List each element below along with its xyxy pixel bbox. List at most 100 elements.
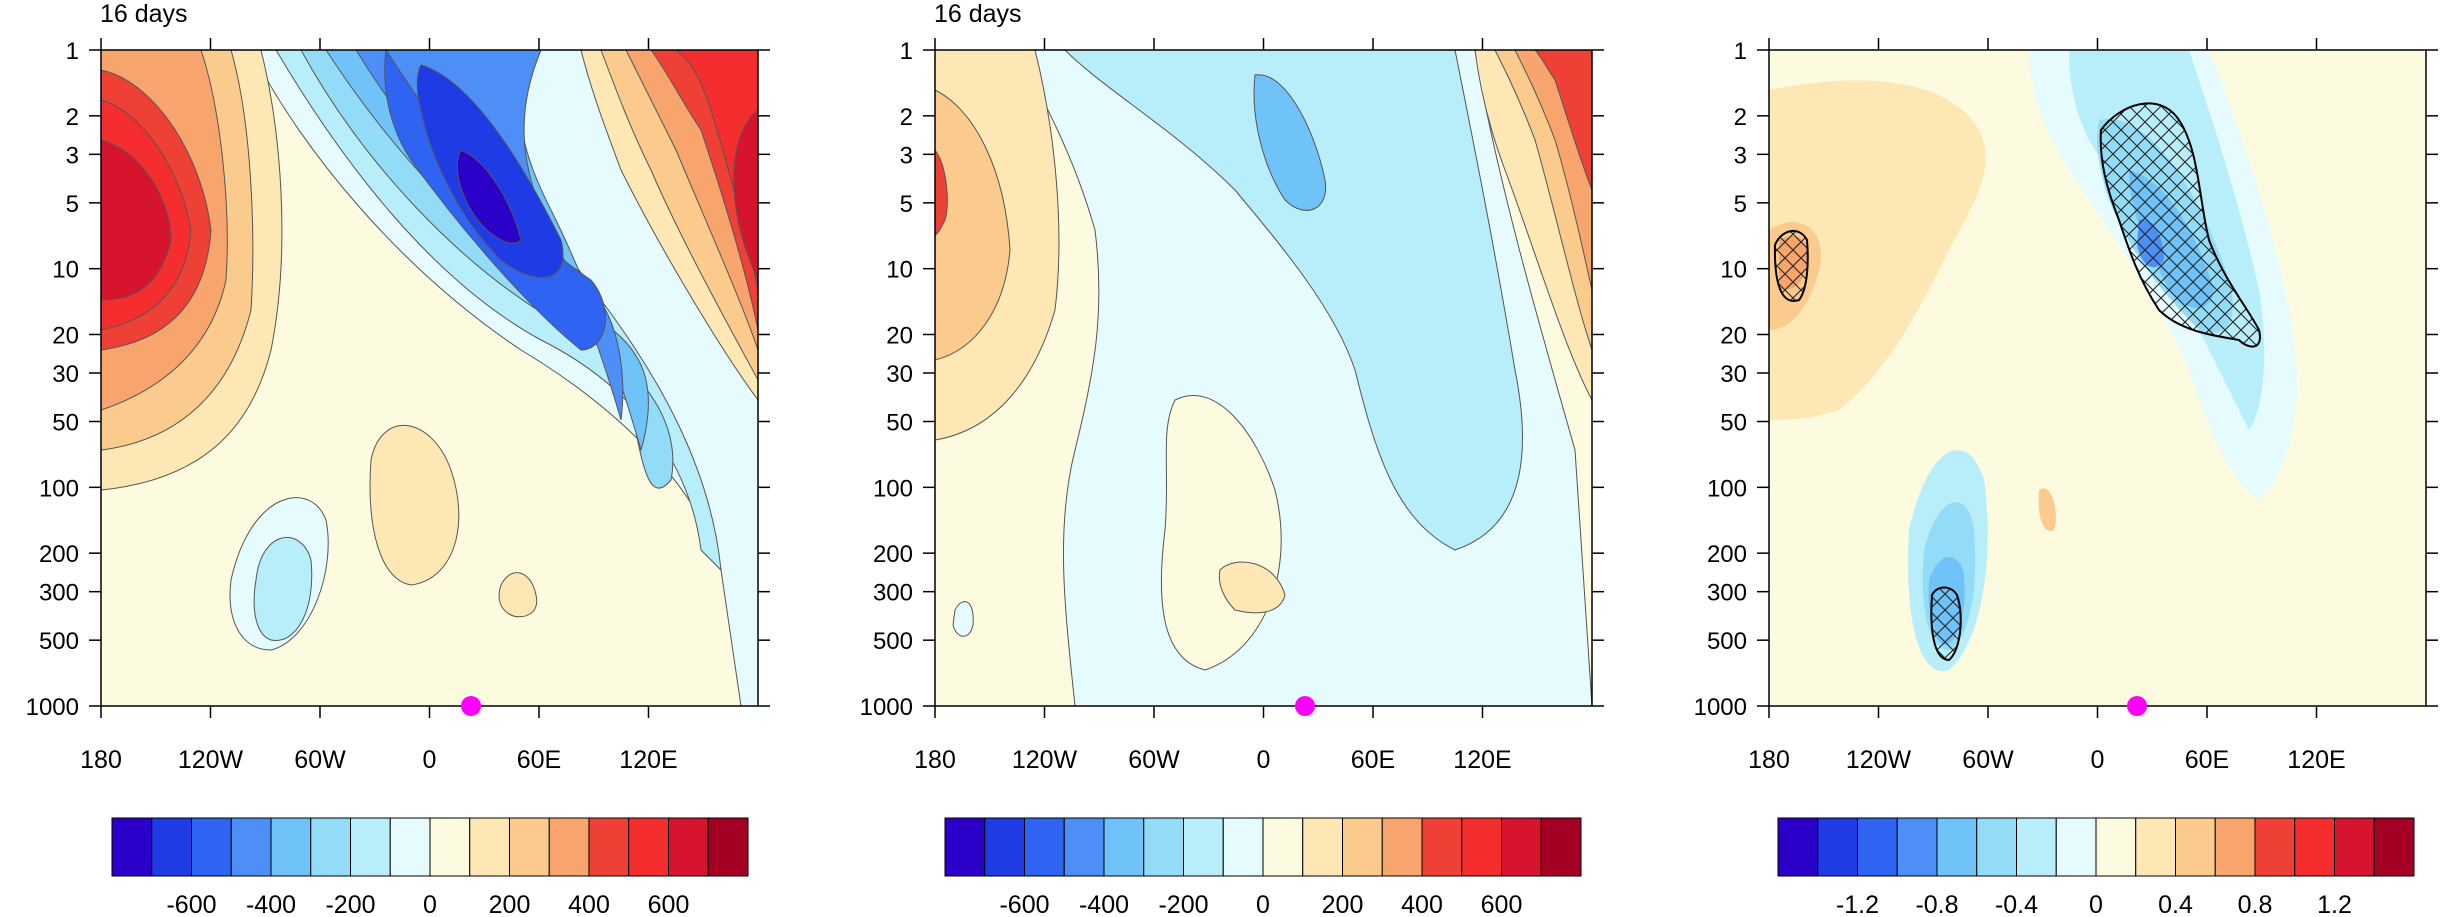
y-tick-label: 30 [1720,361,1747,388]
colorbar-swatch [509,817,550,877]
panel-1: 16 days [26,0,770,917]
colorbar-swatch [1103,817,1145,877]
y-tick-label: 10 [1720,257,1747,284]
colorbar-swatch [1222,817,1264,877]
panel-1-colorbar: -600 -400 -200 0 200 400 600 [111,817,749,917]
y-tick-label: 100 [873,475,913,502]
x-tick-label: 60W [294,746,346,774]
colorbar-swatch [1143,817,1184,877]
colorbar-swatch [2214,817,2256,877]
x-tick-label: 0 [1257,746,1271,774]
colorbar-swatch [469,817,510,877]
panel-2-y-axis: 1 2 3 5 10 20 30 50 100 200 300 500 1000 [860,38,1604,721]
x-tick-label: 60W [1128,746,1180,774]
x-tick-label: 180 [1748,746,1790,774]
y-tick-label: 500 [39,628,79,655]
y-tick-label: 20 [52,322,79,349]
y-tick-label: 1 [66,38,79,65]
y-tick-label: 10 [886,257,913,284]
y-tick-label: 2 [1734,104,1747,131]
y-tick-label: 2 [66,104,79,131]
colorbar-label: -400 [246,891,296,917]
colorbar-swatch [944,817,986,877]
colorbar-swatch [389,817,431,877]
colorbar-swatch [191,817,232,877]
x-tick-label: 60E [517,746,561,774]
colorbar-label: 200 [1322,891,1364,917]
colorbar-swatch [111,817,153,877]
colorbar-swatch [1896,817,1938,877]
panel-3-colorbar: -1.2 -0.8 -0.4 0 0.4 0.8 1.2 [1777,817,2415,917]
colorbar-swatch [1381,817,1423,877]
y-tick-label: 1 [1734,38,1747,65]
y-tick-label: 50 [886,410,913,437]
colorbar-label: -1.2 [1836,891,1879,917]
colorbar-label: 200 [489,891,531,917]
colorbar-label: 1.2 [2317,891,2352,917]
colorbar-swatch [1024,817,1065,877]
y-tick-label: 100 [39,475,79,502]
y-tick-label: 5 [900,191,913,218]
colorbar-swatch [1817,817,1858,877]
y-tick-label: 30 [886,361,913,388]
colorbar-swatch [1262,817,1304,877]
colorbar-label: -600 [166,891,216,917]
colorbar-swatch [984,817,1025,877]
colorbar-swatch [1857,817,1898,877]
y-tick-label: 500 [1707,628,1747,655]
colorbar-swatch [1461,817,1502,877]
y-tick-label: 100 [1707,475,1747,502]
colorbar-swatch [230,817,272,877]
colorbar-label: -600 [999,891,1049,917]
y-tick-label: 50 [1720,410,1747,437]
panel-1-y-axis: 1 2 3 5 10 20 30 50 100 200 300 500 1000 [26,38,770,721]
y-tick-label: 30 [52,361,79,388]
colorbar-swatch [1777,817,1819,877]
x-tick-label: 120W [178,746,244,774]
colorbar-swatch [1976,817,2017,877]
colorbar-swatch [1501,817,1542,877]
colorbar-swatch [1421,817,1463,877]
x-tick-label: 0 [2091,746,2105,774]
y-tick-label: 3 [66,142,79,169]
colorbar-label: 400 [1401,891,1443,917]
panel-1-location-marker [461,696,481,716]
panel-3-y-axis: 1 2 3 5 10 20 30 50 100 200 300 500 1000 [1694,38,2438,721]
x-tick-label: 120W [1012,746,1078,774]
colorbar-swatch [2055,817,2097,877]
colorbar-swatch [2016,817,2057,877]
panel-1-x-axis: 180 120W 60W 0 60E 120E [80,38,678,774]
panel-2-contours [934,49,1593,707]
panel-3: 1 2 3 5 10 20 30 50 100 200 300 500 1000 180 120W 60W 0… [1694,38,2438,917]
y-tick-label: 3 [1734,142,1747,169]
x-tick-label: 120W [1846,746,1912,774]
colorbar-label: 600 [648,891,690,917]
y-tick-label: 500 [873,628,913,655]
colorbar-swatch [1342,817,1383,877]
panel-1-title: 16 days [100,0,188,28]
y-tick-label: 5 [1734,191,1747,218]
y-tick-label: 2 [900,104,913,131]
panel-2: 16 days 1 2 3 5 10 20 30 50 100 200 300 500 1000 180… [860,0,1604,917]
y-tick-label: 300 [39,580,79,607]
y-tick-label: 1 [900,38,913,65]
colorbar-label: -0.8 [1915,891,1958,917]
colorbar-swatch [2294,817,2335,877]
y-tick-label: 1000 [860,694,913,721]
colorbar-swatch [2254,817,2296,877]
colorbar-swatch [628,817,669,877]
colorbar-swatch [2373,817,2415,877]
colorbar-swatch [429,817,471,877]
colorbar-label: 600 [1481,891,1523,917]
colorbar-swatch [1302,817,1343,877]
colorbar-swatch [1183,817,1224,877]
colorbar-swatch [668,817,709,877]
x-tick-label: 60E [2185,746,2229,774]
panel-3-x-axis: 180 120W 60W 0 60E 120E [1748,38,2346,774]
colorbar-swatch [151,817,192,877]
y-tick-label: 20 [1720,322,1747,349]
colorbar-swatch [2175,817,2216,877]
x-tick-label: 60W [1962,746,2014,774]
x-tick-label: 120E [2287,746,2345,774]
